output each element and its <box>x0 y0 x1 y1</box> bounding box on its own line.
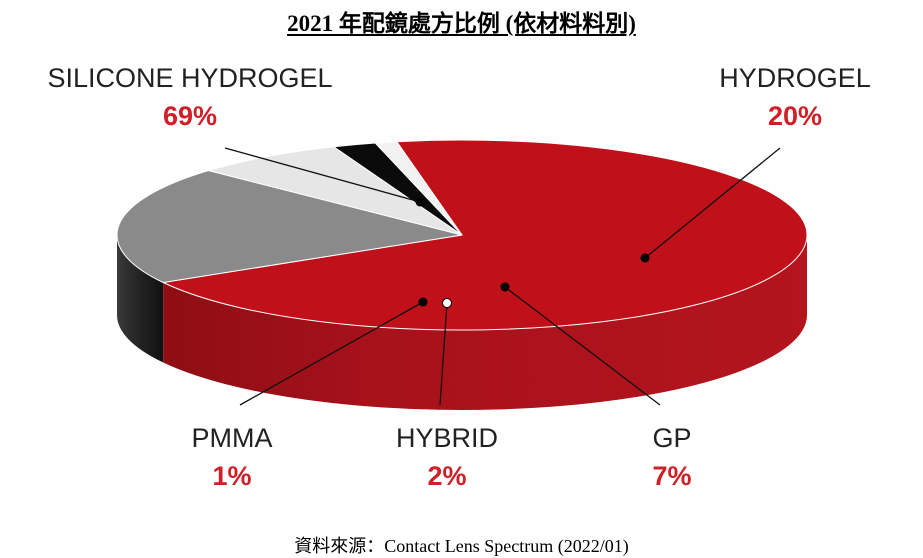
label-pct-pmma: 1% <box>212 461 251 491</box>
slice-gp <box>206 146 463 236</box>
chart-title: 2021 年配鏡處方比例 (依材料料別) <box>287 11 636 36</box>
leader-dot-hybrid <box>442 298 452 308</box>
label-name-pmma: PMMA <box>192 423 273 453</box>
side-wall-hydrogel <box>117 235 164 363</box>
leader-line-hybrid <box>439 302 448 406</box>
label-name-silicone_hydrogel: SILICONE HYDROGEL <box>47 63 332 93</box>
slice-silicone_hydrogel <box>161 139 808 331</box>
leader-dot-silicone_hydrogel <box>415 197 425 207</box>
leader-line-pmma <box>239 301 424 406</box>
leader-dot-gp <box>500 282 510 292</box>
label-name-hybrid: HYBRID <box>396 423 498 453</box>
leader-line-gp <box>504 286 661 406</box>
label-pct-gp: 7% <box>652 461 691 491</box>
label-pct-hybrid: 2% <box>427 461 466 491</box>
label-name-gp: GP <box>652 423 691 453</box>
leader-line-silicone_hydrogel <box>224 147 421 203</box>
slice-pmma <box>374 141 463 236</box>
label-name-hydrogel: HYDROGEL <box>719 63 871 93</box>
chart-source: 資料來源：Contact Lens Spectrum (2022/01) <box>294 536 629 556</box>
leader-dot-pmma <box>418 297 428 307</box>
side-wall-silicone_hydrogel <box>163 235 807 410</box>
slice-hydrogel <box>116 170 463 284</box>
leader-line-hydrogel <box>644 147 781 259</box>
label-pct-silicone_hydrogel: 69% <box>163 101 217 131</box>
leader-dot-hydrogel <box>640 253 650 263</box>
label-pct-hydrogel: 20% <box>768 101 822 131</box>
